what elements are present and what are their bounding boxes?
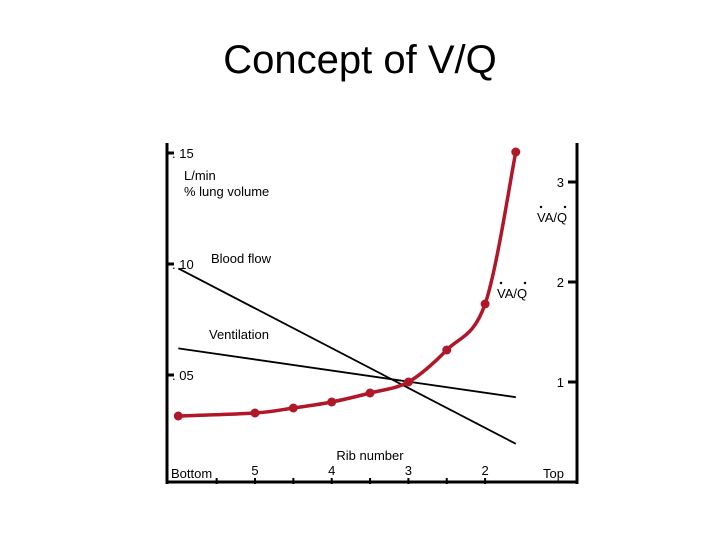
series-point-va-q [511, 147, 521, 157]
series-label-blood-flow: Blood flow [211, 251, 272, 266]
right-axis-label-text: VA/Q [537, 210, 567, 225]
left-axis-label-lmin: L/min [184, 168, 216, 183]
left-axis-label-lung-volume: % lung volume [184, 184, 269, 199]
series-point-va-q [327, 397, 337, 407]
series-line-blood-flow [177, 267, 517, 445]
right-axis-tick-label: 3 [557, 175, 564, 190]
dot-accent [523, 281, 527, 285]
series-point-va-q [250, 408, 260, 418]
series-label-vaq-text: VA/Q [497, 286, 527, 301]
x-axis-ticks: 5 4 3 2 [215, 463, 489, 484]
right-axis-ticks: 3 2 1 [557, 175, 578, 390]
series-point-va-q [403, 377, 413, 387]
right-axis-tick-label: 1 [557, 375, 564, 390]
series-point-va-q [173, 411, 183, 421]
series-point-va-q [288, 403, 298, 413]
series-point-va-q [480, 299, 490, 309]
x-axis-title: Rib number [336, 448, 404, 463]
x-axis-tick-label: 5 [251, 463, 258, 478]
series-line-ventilation [178, 347, 516, 399]
series-point-va-q [365, 388, 375, 398]
series-layer [173, 147, 521, 445]
left-axis-ticks: . 15 . 10 . 05 [166, 146, 194, 383]
slide-title: Concept of V/Q [223, 38, 497, 82]
series-point-va-q [442, 345, 452, 355]
x-axis-bottom-label: Bottom [171, 466, 212, 481]
left-axis-tick-label: . 15 [172, 146, 194, 161]
series-label-vaq: VA/Q [497, 281, 527, 301]
x-axis-tick-label: 4 [328, 463, 335, 478]
dot-accent [563, 205, 567, 209]
series-label-ventilation: Ventilation [209, 327, 269, 342]
x-axis-tick-label: 3 [405, 463, 412, 478]
right-axis-tick-label: 2 [557, 275, 564, 290]
dot-accent [539, 205, 543, 209]
x-axis-tick-label: 2 [481, 463, 488, 478]
right-axis-label: VA/Q [537, 205, 567, 225]
left-axis-tick-label: . 10 [172, 257, 194, 272]
x-axis-top-label: Top [543, 466, 564, 481]
dot-accent [499, 281, 503, 285]
left-axis-tick-label: . 05 [172, 368, 194, 383]
